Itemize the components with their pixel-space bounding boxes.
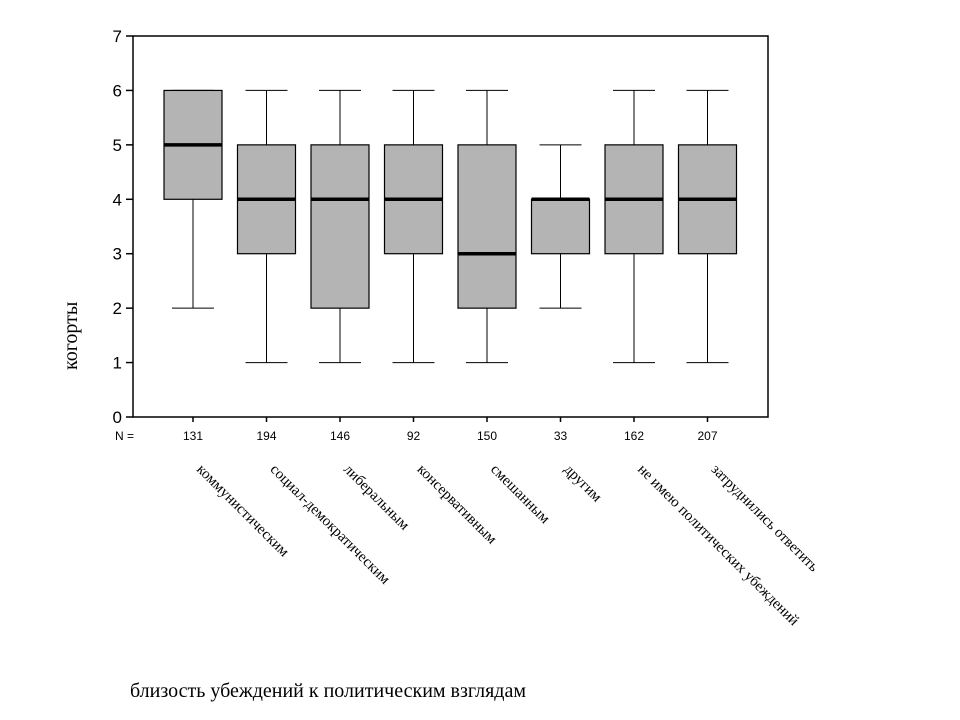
category-label: либеральным — [340, 462, 412, 534]
box-8 — [677, 89, 738, 364]
y-tick-label: 6 — [113, 81, 122, 100]
n-row: N = 131 194 146 92 150 33 162 207 — [115, 429, 718, 443]
x-axis-title: близость убеждений к политическим взгляд… — [130, 680, 526, 702]
n-value-label: 150 — [477, 429, 497, 443]
y-tick-label: 7 — [113, 27, 122, 46]
n-value-label: 194 — [256, 429, 276, 443]
y-tick-label: 1 — [113, 354, 122, 373]
box-4 — [383, 89, 444, 364]
category-label: социал-демократическим — [267, 462, 394, 589]
y-tick-label: 3 — [113, 245, 122, 264]
y-tick-label: 5 — [113, 136, 122, 155]
n-value-label: 146 — [330, 429, 350, 443]
y-axis: 0 1 2 3 4 5 6 7 — [113, 27, 133, 427]
y-axis-title: когорты — [60, 302, 82, 370]
n-value-label: 207 — [697, 429, 717, 443]
n-value-label: 162 — [624, 429, 644, 443]
box-7 — [604, 89, 664, 364]
iqr-box — [457, 144, 517, 309]
category-label: смешанным — [487, 462, 553, 528]
y-tick-label: 0 — [113, 408, 122, 427]
n-value-label: 92 — [407, 429, 421, 443]
category-labels: коммунистическимсоциал-демократическимли… — [193, 462, 821, 630]
n-value-label: 33 — [554, 429, 568, 443]
box-2 — [236, 89, 297, 364]
y-tick-label: 2 — [113, 299, 122, 318]
n-prefix-label: N = — [115, 429, 134, 443]
plot-frame — [132, 35, 769, 418]
n-value-label: 131 — [183, 429, 203, 443]
y-tick-label: 4 — [113, 190, 122, 209]
box-series — [163, 89, 738, 422]
iqr-box — [310, 144, 370, 309]
category-label: консервативным — [414, 462, 500, 548]
category-label: другим — [561, 462, 605, 506]
box-6 — [530, 144, 591, 309]
box-3 — [310, 89, 370, 364]
box-5 — [457, 89, 517, 364]
box-1 — [163, 89, 223, 309]
category-label: не имею политических убеждений — [634, 462, 802, 630]
iqr-box — [530, 198, 591, 255]
